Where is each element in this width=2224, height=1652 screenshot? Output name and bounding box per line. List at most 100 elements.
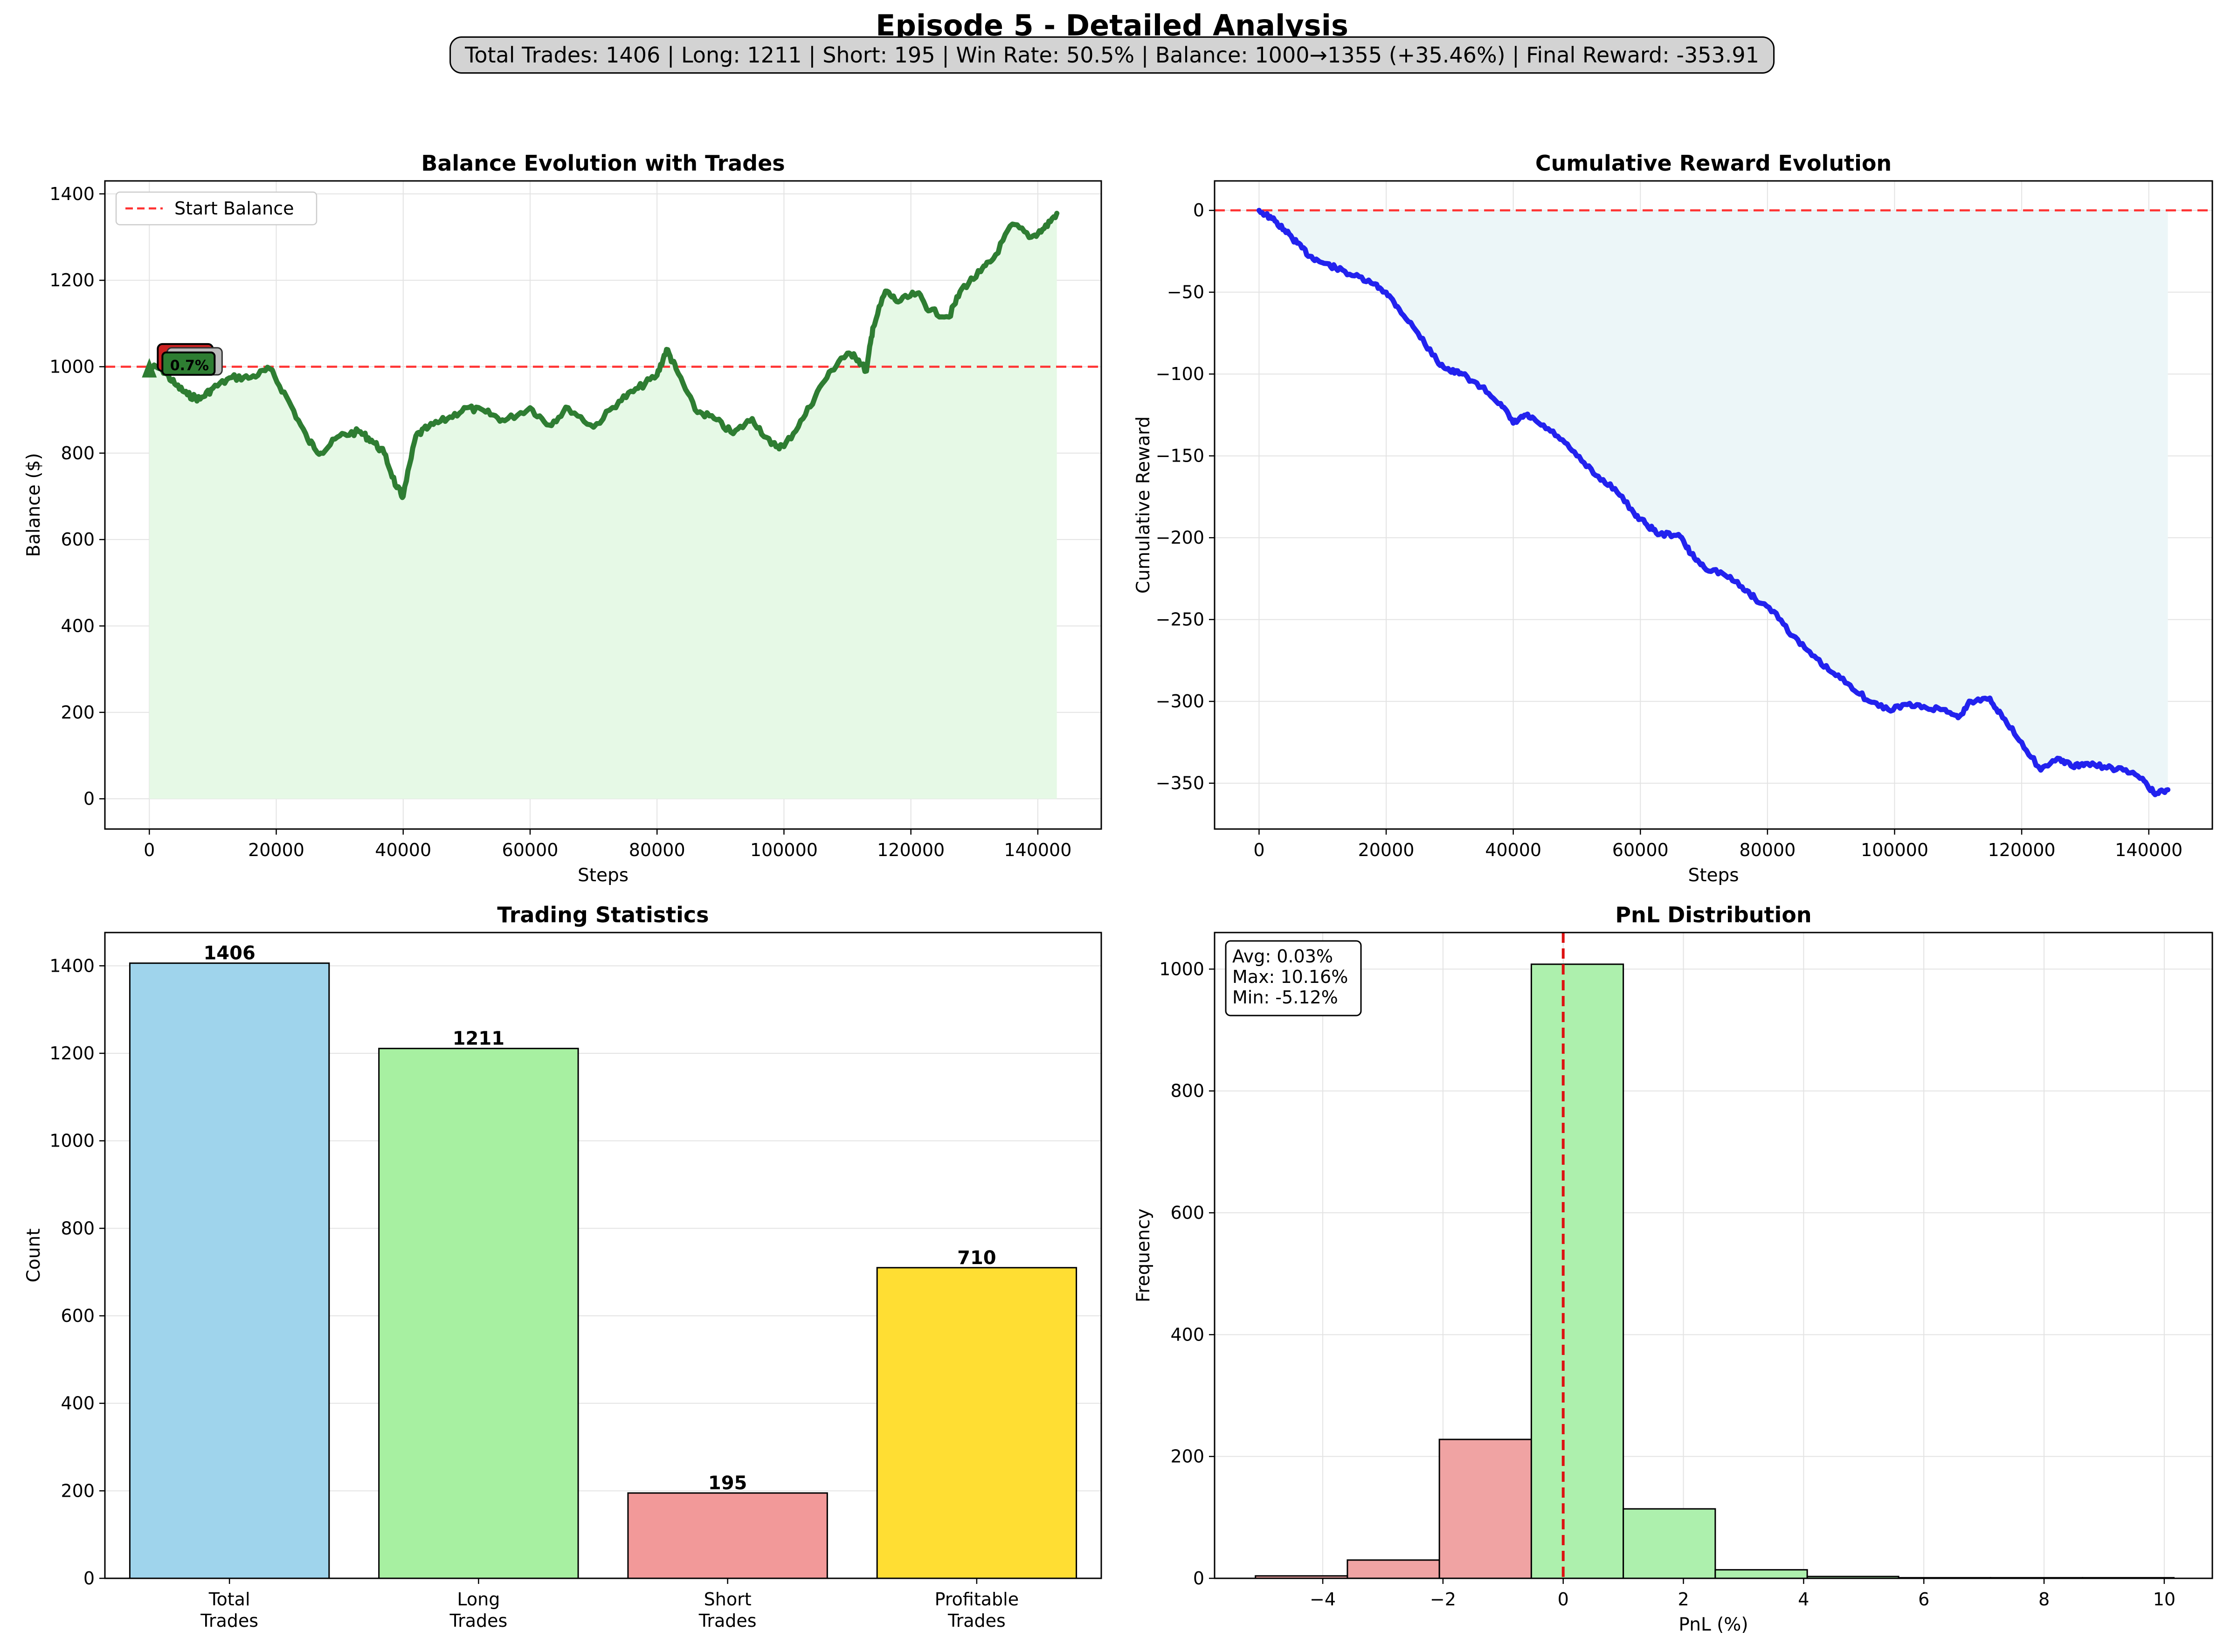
x-tick-label: 100000 — [1861, 840, 1928, 860]
y-tick-label: 400 — [61, 615, 95, 636]
histogram-bin-5 — [1623, 1508, 1716, 1579]
y-tick-label: 600 — [61, 1306, 95, 1326]
y-axis-label: Cumulative Reward — [1133, 416, 1154, 594]
balance-line — [146, 211, 1060, 500]
y-tick-label: −100 — [1156, 364, 1204, 384]
x-tick-label: 40000 — [1485, 840, 1541, 860]
chart-title: Cumulative Reward Evolution — [1535, 151, 1892, 176]
bar-3 — [627, 1492, 828, 1579]
category-label: Profitable — [935, 1589, 1019, 1610]
y-tick-label: −250 — [1156, 609, 1204, 630]
category-label: Short — [704, 1589, 752, 1610]
x-tick-label: −4 — [1310, 1589, 1336, 1610]
y-tick-label: 0 — [83, 1568, 95, 1589]
x-tick-label: 120000 — [877, 840, 945, 860]
bar-2 — [378, 1048, 579, 1579]
trade-marker-green — [161, 351, 216, 376]
stats-box — [1225, 940, 1362, 1016]
category-label: Trades — [449, 1611, 507, 1631]
category-label: Trades — [200, 1611, 258, 1631]
bar-value-label: 1406 — [203, 943, 255, 964]
y-tick-label: 400 — [1170, 1324, 1204, 1345]
y-tick-label: 1200 — [49, 1043, 95, 1064]
y-tick-label: 600 — [1170, 1203, 1204, 1223]
x-tick-label: 60000 — [502, 840, 559, 860]
y-tick-label: 400 — [61, 1393, 95, 1414]
y-tick-label: 0 — [83, 788, 95, 809]
bar-value-label: 195 — [708, 1472, 747, 1494]
chart-title: Trading Statistics — [497, 902, 709, 927]
x-tick-label: 100000 — [750, 840, 818, 860]
trade-annotation-label: 0.7% — [170, 358, 209, 374]
y-axis-label: Balance ($) — [23, 453, 44, 557]
x-tick-label: 6 — [1918, 1589, 1929, 1610]
x-tick-label: 8 — [2038, 1589, 2050, 1610]
y-tick-label: −350 — [1156, 773, 1204, 794]
stats-line: Avg: 0.03% — [1232, 946, 1333, 967]
y-tick-label: 800 — [1170, 1081, 1204, 1101]
x-tick-label: 140000 — [1004, 840, 1071, 860]
category-label: Trades — [947, 1611, 1006, 1631]
y-tick-label: 1000 — [49, 356, 95, 377]
bar-value-label: 710 — [957, 1247, 996, 1269]
y-tick-label: −50 — [1167, 282, 1204, 303]
bar-4 — [876, 1267, 1077, 1579]
chart-title: Balance Evolution with Trades — [421, 151, 785, 176]
legend-label: Start Balance — [174, 198, 294, 219]
y-tick-label: 1000 — [1159, 959, 1204, 979]
histogram-bin-4 — [1530, 963, 1624, 1579]
chart-panel-4: −4 −2 0 2 4 6 8 10 0 200 400 600 800 1000 PnL Distribu… — [1133, 902, 2213, 1635]
histogram-bin-2 — [1347, 1559, 1440, 1579]
x-tick-label: 140000 — [2115, 840, 2183, 860]
plot-area — [1215, 207, 2212, 797]
category-label: Long — [457, 1589, 500, 1610]
cumulative-reward-line — [1256, 207, 2171, 797]
x-tick-label: 0 — [1253, 840, 1264, 860]
y-tick-label: 600 — [61, 529, 95, 550]
legend-box — [115, 191, 318, 226]
x-tick-label: 20000 — [1358, 840, 1415, 860]
x-tick-label: −2 — [1430, 1589, 1456, 1610]
y-tick-label: 200 — [1170, 1446, 1204, 1467]
y-tick-label: −200 — [1156, 527, 1204, 548]
trade-marker-triangle — [142, 358, 157, 378]
y-tick-label: 1400 — [49, 955, 95, 976]
plot-frame — [1214, 932, 2213, 1579]
x-tick-label: 60000 — [1612, 840, 1669, 860]
y-axis-label: Frequency — [1133, 1209, 1154, 1302]
x-tick-label: 120000 — [1988, 840, 2056, 860]
plot-frame — [104, 932, 1102, 1579]
y-tick-label: 800 — [61, 1218, 95, 1238]
chart-panel-1: 0.7% 0 20000 40000 60000 80000 100000 120000 140… — [23, 151, 1102, 886]
stats-line: Max: 10.16% — [1232, 967, 1348, 987]
y-tick-label: 800 — [61, 443, 95, 463]
x-tick-label: 0 — [144, 840, 155, 860]
x-axis-label: PnL (%) — [1678, 1614, 1748, 1635]
x-tick-label: 20000 — [248, 840, 304, 860]
y-tick-label: 200 — [61, 702, 95, 723]
y-tick-label: 200 — [61, 1480, 95, 1501]
x-tick-label: 40000 — [375, 840, 431, 860]
x-tick-label: 80000 — [1739, 840, 1796, 860]
plot-area: 0.7% — [105, 211, 1101, 799]
y-tick-label: 0 — [1193, 1568, 1204, 1589]
x-tick-label: 4 — [1798, 1589, 1809, 1610]
y-tick-label: −150 — [1156, 446, 1204, 466]
bar-value-label: 1211 — [453, 1028, 504, 1050]
chart-title: PnL Distribution — [1615, 902, 1811, 927]
category-label: Total — [208, 1589, 250, 1610]
x-axis-label: Steps — [578, 865, 629, 886]
x-tick-label: 10 — [2153, 1589, 2176, 1610]
stats-line: Min: -5.12% — [1232, 987, 1338, 1008]
chart-panel-2: 0 20000 40000 60000 80000 100000 120000 140000 0… — [1133, 151, 2213, 886]
y-tick-label: 0 — [1193, 200, 1204, 221]
plot-frame — [104, 180, 1102, 830]
bar-1 — [129, 962, 330, 1579]
y-tick-label: 1400 — [49, 184, 95, 204]
y-tick-label: 1000 — [49, 1131, 95, 1151]
summary-box: Total Trades: 1406 | Long: 1211 | Short:… — [449, 36, 1775, 74]
y-tick-label: −300 — [1156, 691, 1204, 712]
area-fill — [149, 213, 1057, 799]
y-tick-label: 1200 — [49, 270, 95, 290]
